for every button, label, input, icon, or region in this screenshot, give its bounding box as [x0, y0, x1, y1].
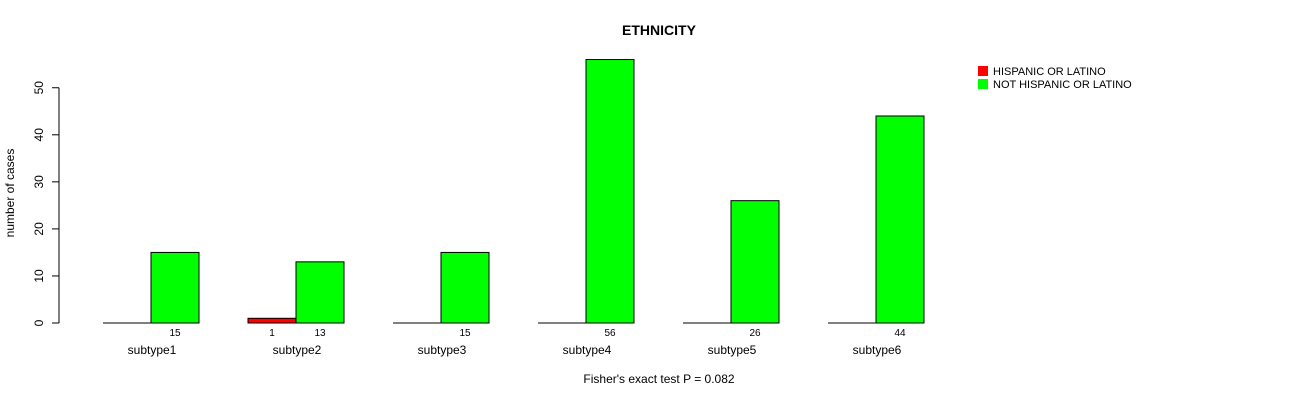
legend-label: NOT HISPANIC OR LATINO — [993, 79, 1132, 91]
category-label-subtype3: subtype3 — [418, 343, 467, 357]
bar-value-label: 1 — [269, 328, 275, 339]
legend-swatch — [978, 66, 988, 76]
bar-subtype3-not-hispanic — [440, 251, 490, 324]
category-label-subtype4: subtype4 — [563, 343, 612, 357]
y-axis: 0 10 20 30 40 50 — [32, 81, 60, 326]
bar-subtype4-not-hispanic — [585, 59, 635, 324]
y-tick-label: 40 — [32, 128, 46, 142]
category-label-group: subtype1 subtype2 subtype3 subtype4 subtype5… — [128, 343, 902, 357]
legend-swatch — [978, 79, 988, 89]
bar-value-label: 26 — [749, 328, 761, 339]
category-label-subtype1: subtype1 — [128, 343, 177, 357]
bar-value-label: 56 — [604, 328, 616, 339]
legend-label: HISPANIC OR LATINO — [993, 66, 1106, 78]
y-tick-label: 10 — [32, 269, 46, 283]
bar-value-label: 15 — [459, 328, 471, 339]
bar-subtype2-hispanic — [247, 317, 297, 324]
bar-value-label: 15 — [169, 328, 181, 339]
bar-value-label: 44 — [894, 328, 906, 339]
category-label-subtype2: subtype2 — [273, 343, 322, 357]
y-tick-label: 30 — [32, 175, 46, 189]
bar-value-label: 13 — [314, 328, 326, 339]
bar-group — [103, 59, 925, 324]
bar-subtype5-not-hispanic — [730, 200, 780, 324]
x-axis-label: Fisher's exact test P = 0.082 — [583, 372, 734, 386]
y-tick-label: 20 — [32, 222, 46, 236]
category-label-subtype6: subtype6 — [853, 343, 902, 357]
category-label-subtype5: subtype5 — [708, 343, 757, 357]
y-tick-label: 0 — [32, 319, 46, 326]
bar-subtype6-not-hispanic — [875, 115, 925, 324]
y-tick-label: 50 — [32, 81, 46, 95]
y-axis-label: number of cases — [3, 149, 17, 238]
bar-subtype2-not-hispanic — [295, 261, 345, 324]
chart-title: ETHNICITY — [622, 22, 697, 38]
value-label-group: 15 1 13 15 56 26 44 — [169, 328, 906, 339]
bar-subtype1-not-hispanic — [150, 251, 200, 324]
